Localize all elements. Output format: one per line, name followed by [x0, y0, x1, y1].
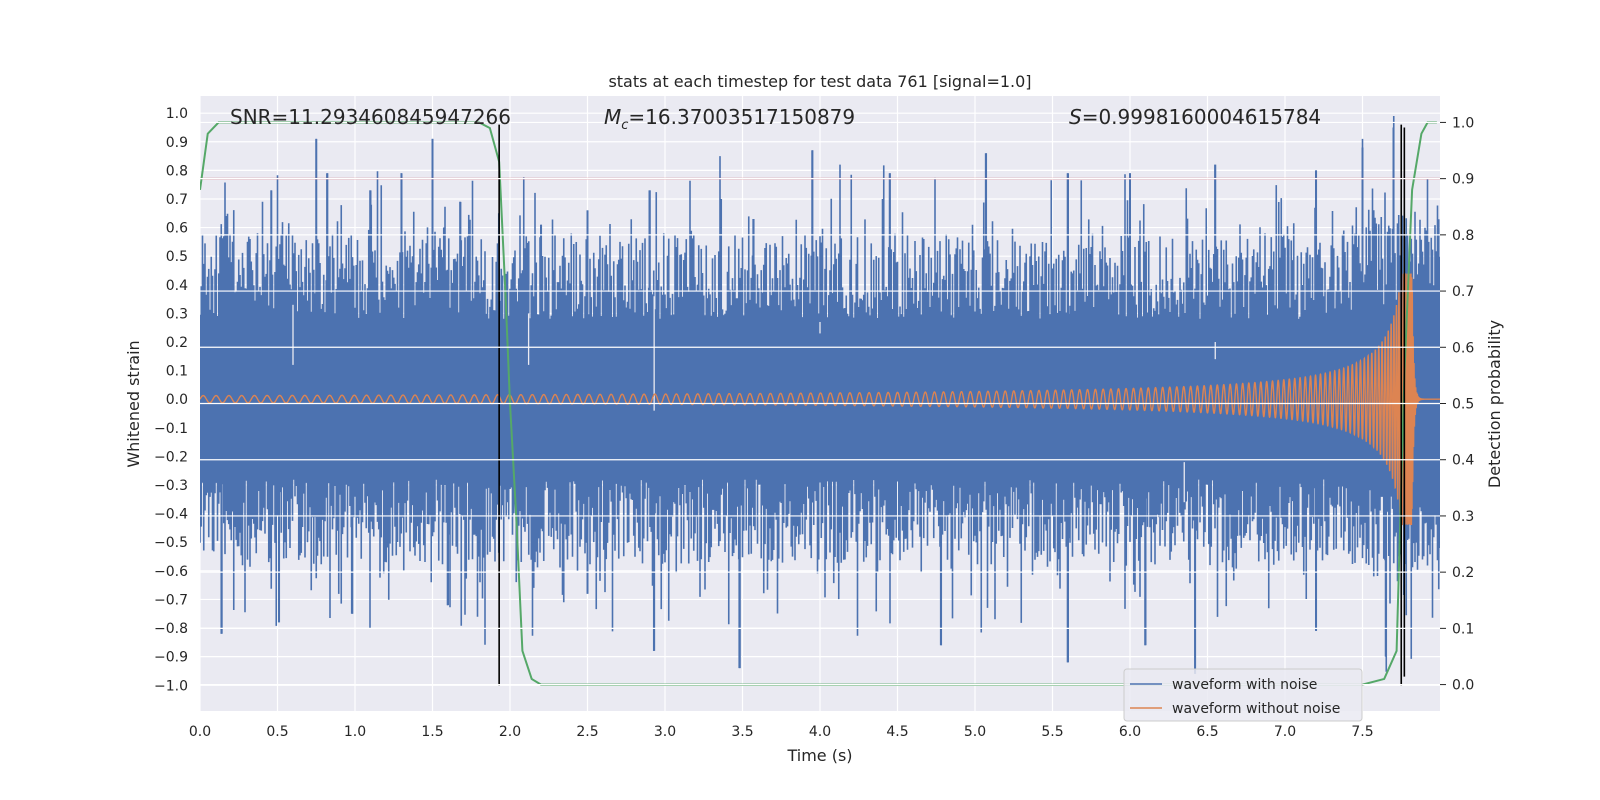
y-tick-label: −0.9: [154, 650, 188, 666]
snr-annotation: SNR=11.293460845947266: [230, 105, 511, 129]
x-tick-label: 1.0: [344, 724, 366, 740]
y-tick-label: 0.8: [166, 163, 188, 179]
x-tick-label: 1.5: [421, 724, 443, 740]
y-tick-label: −0.5: [154, 535, 188, 551]
y2-tick-label: 1.0: [1452, 115, 1474, 131]
s-annotation: S=0.9998160004615784: [1069, 105, 1321, 129]
y2-tick-label: 0.4: [1452, 453, 1474, 469]
y-tick-label: −1.0: [154, 678, 188, 694]
legend: waveform with noise waveform without noi…: [1123, 668, 1363, 722]
y2-tick-label: 0.5: [1452, 397, 1474, 413]
y2-tick-labels: 1.0 0.9 0.8 0.7 0.6 0.5 0.4 0.3 0.2 0.1 0.0: [1452, 115, 1474, 693]
chirp-mass-symbol: M: [604, 105, 621, 129]
y-axis-label: Whitened strain: [124, 340, 143, 467]
clean-waveform: [200, 273, 1440, 526]
y-tick-label: −0.2: [154, 449, 188, 465]
y-tick-label: 0.4: [166, 278, 188, 294]
y-tick-label: 0.6: [166, 221, 188, 237]
legend-box: [1123, 668, 1363, 722]
y-tick-label: 0.0: [166, 392, 188, 408]
y2-tick-label: 0.8: [1452, 228, 1474, 244]
secondary-grid: [200, 121, 1446, 686]
y-tick-label: 0.1: [166, 364, 188, 380]
x-tick-label: 5.5: [1041, 724, 1063, 740]
y2-axis-label: Detection probability: [1485, 320, 1504, 488]
x-tick-label: 2.0: [499, 724, 521, 740]
y2-tick-label: 0.0: [1452, 678, 1474, 694]
chirp-mass-annotation: Mc=16.37003517150879: [604, 105, 855, 133]
legend-label-clean: waveform without noise: [1172, 701, 1340, 717]
y2-tick-label: 0.1: [1452, 621, 1474, 637]
y-tick-label: 0.5: [166, 249, 188, 265]
y-tick-label: −0.1: [154, 421, 188, 437]
x-tick-labels: 0.0 0.5 1.0 1.5 2.0 2.5 3.0 3.5 4.0 4.5 5.0 5.5 6.0 6…: [189, 724, 1374, 740]
y-tick-label: −0.4: [154, 507, 188, 523]
y-tick-label: 0.2: [166, 335, 188, 351]
noise-core-band: [200, 321, 1440, 477]
x-tick-label: 0.5: [266, 724, 288, 740]
chirp-mass-value: =16.37003517150879: [628, 105, 855, 129]
y-tick-label: 0.3: [166, 306, 188, 322]
x-tick-label: 7.5: [1351, 724, 1373, 740]
x-tick-label: 0.0: [189, 724, 211, 740]
y2-tick-label: 0.2: [1452, 565, 1474, 581]
x-tick-label: 3.5: [731, 724, 753, 740]
x-tick-label: 6.5: [1196, 724, 1218, 740]
legend-label-noise: waveform with noise: [1172, 677, 1317, 693]
s-symbol: S: [1069, 105, 1082, 129]
chirp-mass-subscript: c: [621, 118, 628, 133]
y-tick-label: 0.9: [166, 135, 188, 151]
x-tick-label: 4.5: [886, 724, 908, 740]
x-tick-label: 3.0: [654, 724, 676, 740]
x-axis-label: Time (s): [786, 746, 852, 765]
x-tick-label: 5.0: [964, 724, 986, 740]
y2-tick-label: 0.7: [1452, 284, 1474, 300]
y2-tick-label: 0.6: [1452, 340, 1474, 356]
chart-title: stats at each timestep for test data 761…: [608, 72, 1031, 91]
y-tick-label: −0.7: [154, 592, 188, 608]
x-tick-label: 7.0: [1274, 724, 1296, 740]
x-tick-label: 6.0: [1119, 724, 1141, 740]
y-tick-label: −0.8: [154, 621, 188, 637]
y2-tick-label: 0.9: [1452, 172, 1474, 188]
y-tick-label: −0.6: [154, 564, 188, 580]
y-tick-label: 0.7: [166, 192, 188, 208]
y-tick-label: −0.3: [154, 478, 188, 494]
y-tick-label: 1.0: [166, 106, 188, 122]
x-tick-label: 2.5: [576, 724, 598, 740]
y2-tick-label: 0.3: [1452, 509, 1474, 525]
s-value: =0.9998160004615784: [1082, 105, 1321, 129]
y-tick-labels: 1.0 0.9 0.8 0.7 0.6 0.5 0.4 0.3 0.2 0.1 0.0 −0.1 −0.…: [154, 106, 188, 694]
x-tick-label: 4.0: [809, 724, 831, 740]
